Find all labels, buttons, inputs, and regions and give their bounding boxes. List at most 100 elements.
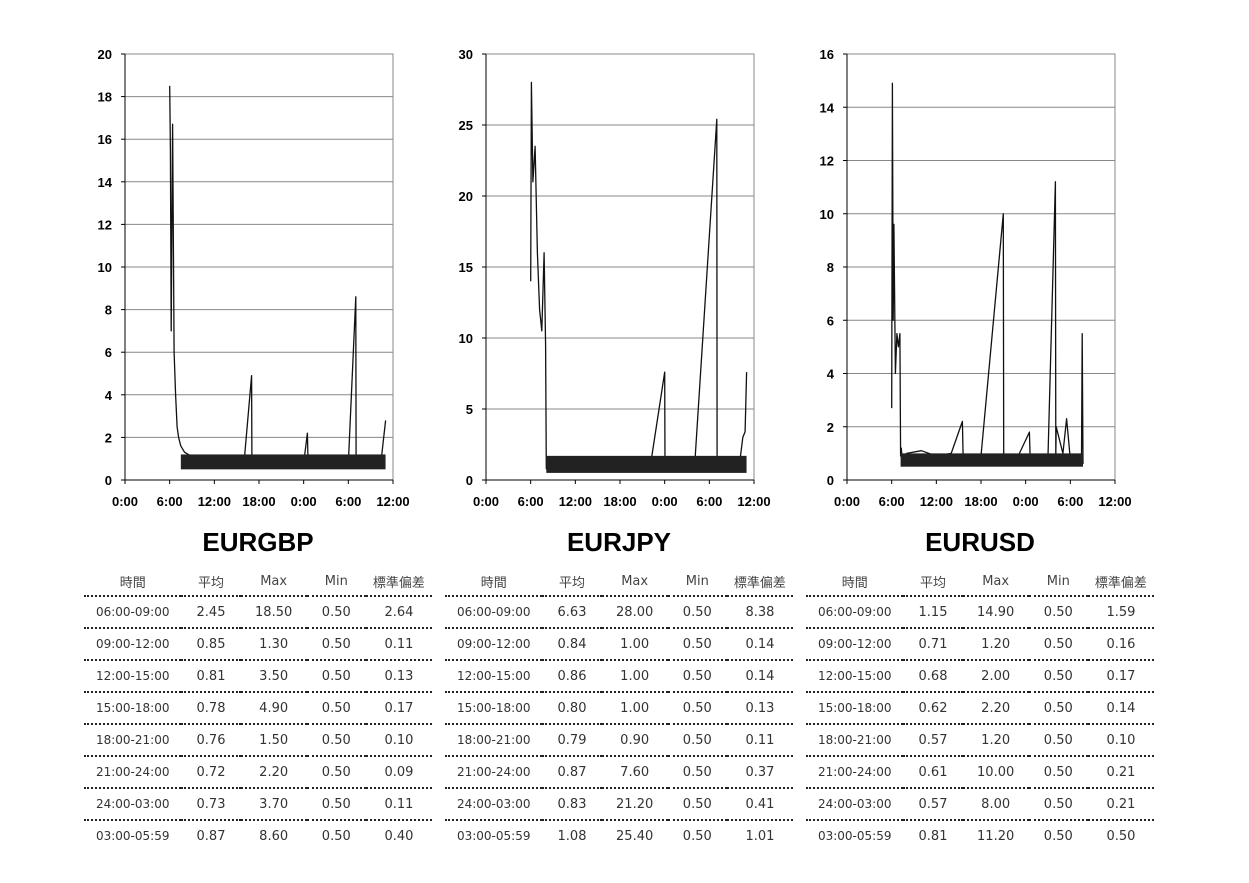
x-tick-label: 0:00: [473, 494, 499, 509]
table-cell: 0.21: [1087, 755, 1154, 788]
table-cell: 03:00-05:59: [445, 819, 543, 851]
table-cell: 0.50: [1028, 723, 1088, 756]
table-row: 21:00-24:00 0.87 7.60 0.50 0.37: [445, 755, 793, 788]
x-tick-label: 12:00: [920, 494, 953, 509]
table-cell: 0.85: [181, 627, 241, 660]
table-cell: 0.57: [903, 787, 963, 820]
table-cell: 18:00-21:00: [806, 723, 904, 756]
series-noise-band: [900, 453, 1083, 467]
table-cell: 1.00: [601, 627, 668, 660]
table-cell: 0.50: [306, 723, 366, 756]
table-cell: 1.20: [962, 723, 1029, 756]
table-cell: 0.86: [542, 659, 602, 692]
y-tick-label: 8: [827, 260, 834, 275]
table-cell: 06:00-09:00: [84, 595, 182, 628]
table-cell: 0.50: [1028, 659, 1088, 692]
x-tick-label: 12:00: [737, 494, 770, 509]
table-cell: 11.20: [962, 819, 1029, 851]
table-row: 24:00-03:00 0.57 8.00 0.50 0.21: [806, 787, 1154, 820]
table-row: 24:00-03:00 0.73 3.70 0.50 0.11: [84, 787, 432, 820]
table-cell: 0.72: [181, 755, 241, 788]
x-tick-label: 6:00: [335, 494, 361, 509]
table-row: 12:00-15:00 0.68 2.00 0.50 0.17: [806, 659, 1154, 692]
y-tick-label: 8: [105, 303, 112, 318]
table-cell: 0.81: [181, 659, 241, 692]
y-tick-label: 14: [98, 175, 113, 190]
table-cell: 21:00-24:00: [806, 755, 904, 788]
table-cell: 21.20: [601, 787, 668, 820]
table-cell: 10.00: [962, 755, 1029, 788]
table-cell: 0.50: [1028, 627, 1088, 660]
table-cell: 0.81: [903, 819, 963, 851]
table-row: 15:00-18:00 0.62 2.20 0.50 0.14: [806, 691, 1154, 724]
column-header: 時間: [119, 576, 146, 591]
x-tick-label: 6:00: [518, 494, 544, 509]
y-tick-label: 12: [98, 217, 112, 232]
table-cell: 03:00-05:59: [84, 819, 182, 851]
table-cell: 0.50: [306, 787, 366, 820]
table-cell: 0.80: [542, 691, 602, 724]
table-cell: 1.59: [1087, 595, 1154, 628]
y-tick-label: 0: [827, 473, 834, 488]
table-cell: 0.87: [181, 819, 241, 851]
column-header: 平均: [198, 576, 225, 591]
table-row: 06:00-09:00 2.45 18.50 0.50 2.64: [84, 595, 432, 628]
table-cell: 14.90: [962, 595, 1029, 628]
table-cell: 0.10: [1087, 723, 1154, 756]
table-cell: 0.50: [1028, 755, 1088, 788]
table-cell: 09:00-12:00: [445, 627, 543, 660]
table-cell: 24:00-03:00: [806, 787, 904, 820]
table-cell: 0.50: [1028, 691, 1088, 724]
chart-eurusd: 0 2 4 6 8 10 12 14 16 0:00 6:00 12:00 18:00 0:00 6:00 1…: [802, 40, 1162, 520]
table-cell: 0.50: [667, 659, 727, 692]
table-cell: 8.00: [962, 787, 1029, 820]
table-cell: 0.50: [1028, 819, 1088, 851]
table-cell: 12:00-15:00: [806, 659, 904, 692]
table-cell: 0.17: [365, 691, 432, 724]
table-row: 24:00-03:00 0.83 21.20 0.50 0.41: [445, 787, 793, 820]
table-cell: 0.41: [726, 787, 793, 820]
table-cell: 0.11: [365, 627, 432, 660]
table-cell: 21:00-24:00: [445, 755, 543, 788]
table-cell: 0.50: [306, 595, 366, 628]
table-cell: 1.50: [240, 723, 307, 756]
table-cell: 15:00-18:00: [445, 691, 543, 724]
x-tick-label: 12:00: [198, 494, 231, 509]
y-tick-label: 0: [105, 473, 112, 488]
y-tick-label: 10: [98, 260, 112, 275]
table-cell: 0.79: [542, 723, 602, 756]
table-cell: 0.50: [306, 819, 366, 851]
y-tick-label: 18: [98, 90, 112, 105]
table-cell: 15:00-18:00: [806, 691, 904, 724]
table-cell: 0.50: [1028, 595, 1088, 628]
table-cell: 0.11: [365, 787, 432, 820]
table-cell: 09:00-12:00: [84, 627, 182, 660]
table-cell: 1.01: [726, 819, 793, 851]
table-cell: 0.50: [1028, 787, 1088, 820]
table-cell: 0.14: [726, 659, 793, 692]
stats-table-eurusd: 時間 平均 Max Min 標準偏差 06:00-09:00 1.15 14.90 0.50 1.…: [806, 568, 1154, 851]
table-cell: 18.50: [240, 595, 307, 628]
column-header: 平均: [559, 576, 586, 591]
y-tick-label: 4: [827, 367, 835, 382]
y-tick-label: 12: [820, 154, 834, 169]
x-tick-label: 12:00: [559, 494, 592, 509]
y-tick-label: 16: [820, 47, 834, 62]
y-tick-label: 6: [105, 345, 112, 360]
table-cell: 0.90: [601, 723, 668, 756]
table-cell: 2.64: [365, 595, 432, 628]
table-cell: 0.13: [726, 691, 793, 724]
table-row: 15:00-18:00 0.80 1.00 0.50 0.13: [445, 691, 793, 724]
table-cell: 12:00-15:00: [445, 659, 543, 692]
table-row: 12:00-15:00 0.86 1.00 0.50 0.14: [445, 659, 793, 692]
table-cell: 0.78: [181, 691, 241, 724]
table-cell: 06:00-09:00: [806, 595, 904, 628]
y-tick-label: 2: [827, 420, 834, 435]
table-cell: 0.83: [542, 787, 602, 820]
column-header: Max: [621, 574, 649, 589]
y-tick-label: 30: [459, 47, 473, 62]
table-cell: 0.50: [667, 755, 727, 788]
table-row: 18:00-21:00 0.76 1.50 0.50 0.10: [84, 723, 432, 756]
table-cell: 09:00-12:00: [806, 627, 904, 660]
chart-title-eurgbp: EURGBP: [202, 527, 314, 557]
